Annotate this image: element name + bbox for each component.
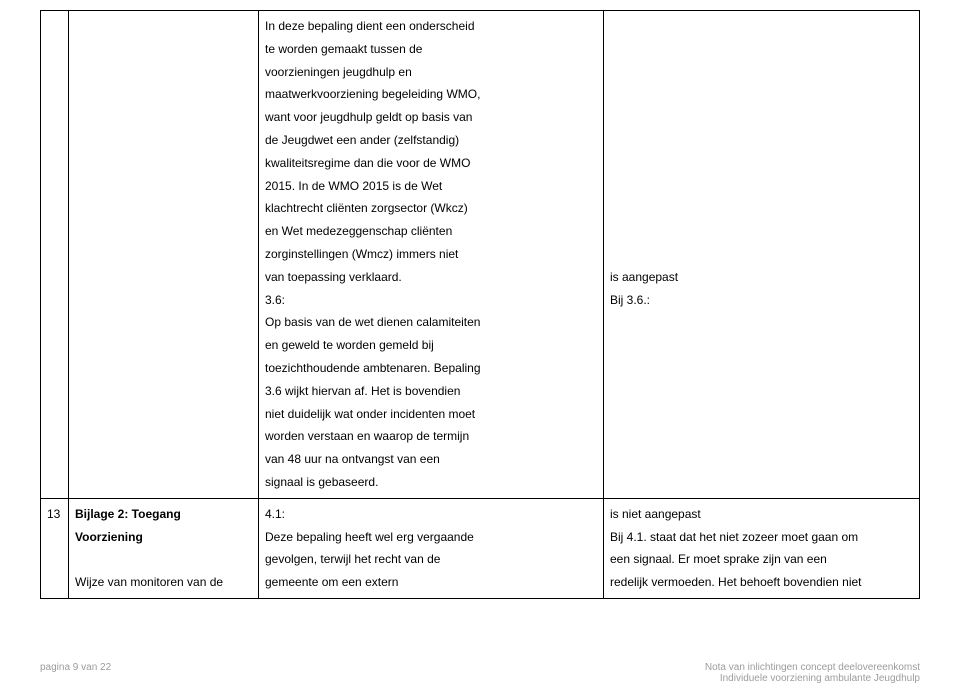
para-line: Wijze van monitoren van de [75, 575, 223, 589]
page-footer: pagina 9 van 22 Nota van inlichtingen co… [40, 662, 920, 684]
para-line: 2015. In de WMO 2015 is de Wet [265, 179, 442, 193]
para-line: kwaliteitsregime dan die voor de WMO [265, 156, 470, 170]
para-line: signaal is gebaseerd. [265, 475, 378, 489]
para-line: gemeente om een extern [265, 575, 398, 589]
para-line: voorzieningen jeugdhulp en [265, 65, 412, 79]
para-line: toezichthoudende ambtenaren. Bepaling [265, 361, 481, 375]
cell-r2-c1: 13 [41, 498, 69, 598]
para-line: 3.6: [265, 293, 285, 307]
para-line: klachtrecht cliënten zorgsector (Wkcz) [265, 201, 468, 215]
para-line: 4.1: [265, 507, 285, 521]
cell-r1-c2 [69, 11, 259, 499]
para-line: een signaal. Er moet sprake zijn van een [610, 552, 827, 566]
footer-right: Nota van inlichtingen concept deeloveree… [705, 662, 920, 684]
cell-r1-c1 [41, 11, 69, 499]
status-line: is niet aangepast [610, 507, 701, 521]
cell-r1-c3: In deze bepaling dient een onderscheid t… [259, 11, 604, 499]
para-line: en Wet medezeggenschap cliënten [265, 224, 452, 238]
main-table: In deze bepaling dient een onderscheid t… [40, 10, 920, 599]
para-line: Bij 4.1. staat dat het niet zozeer moet … [610, 530, 858, 544]
status-line: is aangepast [610, 270, 678, 284]
cell-r2-c4: is niet aangepast Bij 4.1. staat dat het… [604, 498, 920, 598]
para-line: te worden gemaakt tussen de [265, 42, 422, 56]
section-title: Voorziening [75, 530, 143, 544]
para-line: maatwerkvoorziening begeleiding WMO, [265, 87, 480, 101]
para-line: niet duidelijk wat onder incidenten moet [265, 407, 475, 421]
footer-left: pagina 9 van 22 [40, 662, 111, 684]
table-row: In deze bepaling dient een onderscheid t… [41, 11, 920, 499]
para-line: van toepassing verklaard. [265, 270, 402, 284]
para-line: redelijk vermoeden. Het behoeft bovendie… [610, 575, 862, 589]
status-line: Bij 3.6.: [610, 293, 650, 307]
para-line: en geweld te worden gemeld bij [265, 338, 434, 352]
para-line: zorginstellingen (Wmcz) immers niet [265, 247, 458, 261]
para-line: Deze bepaling heeft wel erg vergaande [265, 530, 474, 544]
para-line: Op basis van de wet dienen calamiteiten [265, 315, 480, 329]
cell-r2-c3: 4.1: Deze bepaling heeft wel erg vergaan… [259, 498, 604, 598]
footer-right-line: Nota van inlichtingen concept deeloveree… [705, 662, 920, 673]
cell-r1-c4: is aangepast Bij 3.6.: [604, 11, 920, 499]
cell-r2-c2: Bijlage 2: Toegang Voorziening Wijze van… [69, 498, 259, 598]
section-title: Bijlage 2: Toegang [75, 507, 181, 521]
para-line: van 48 uur na ontvangst van een [265, 452, 440, 466]
para-line: gevolgen, terwijl het recht van de [265, 552, 440, 566]
para-line: want voor jeugdhulp geldt op basis van [265, 110, 472, 124]
para-line: worden verstaan en waarop de termijn [265, 429, 469, 443]
document-page: In deze bepaling dient een onderscheid t… [0, 0, 960, 698]
footer-right-line: Individuele voorziening ambulante Jeugdh… [720, 673, 920, 684]
para-line: 3.6 wijkt hiervan af. Het is bovendien [265, 384, 460, 398]
para-line: de Jeugdwet een ander (zelfstandig) [265, 133, 459, 147]
table-row: 13 Bijlage 2: Toegang Voorziening Wijze … [41, 498, 920, 598]
para-line: In deze bepaling dient een onderscheid [265, 19, 475, 33]
